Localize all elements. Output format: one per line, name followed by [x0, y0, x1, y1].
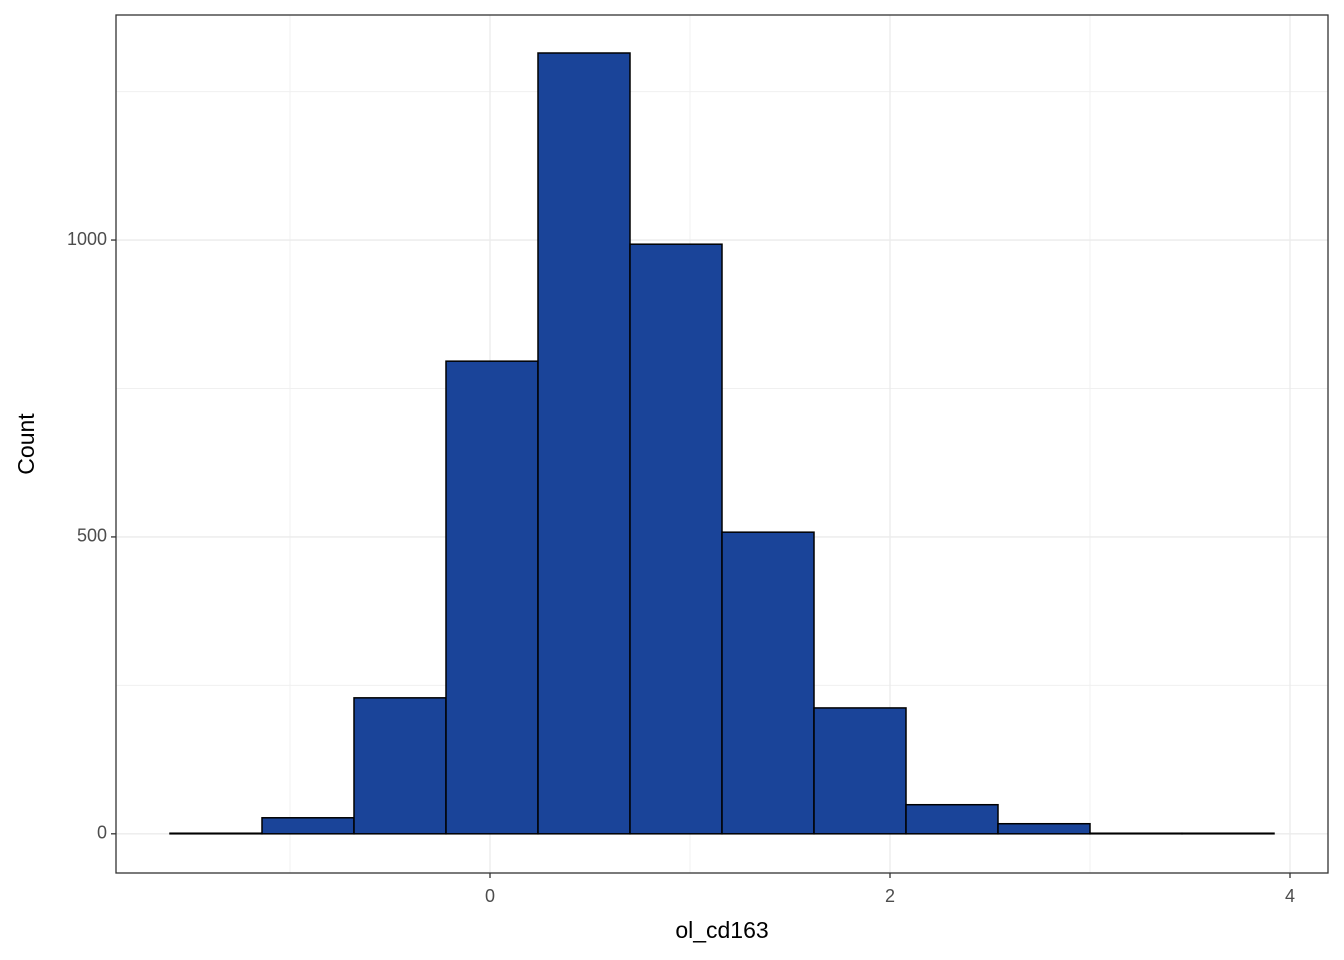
bar	[537, 52, 631, 835]
bar	[261, 817, 355, 835]
y-tick-label: 0	[97, 823, 107, 843]
x-tick-label: 2	[885, 886, 895, 906]
x-tick-label: 0	[485, 886, 495, 906]
bar	[1089, 832, 1183, 835]
bar	[353, 697, 447, 835]
y-tick-label: 1000	[67, 229, 107, 249]
y-tick-label: 500	[77, 526, 107, 546]
bars	[169, 52, 1275, 835]
bar	[629, 243, 723, 835]
bar	[445, 360, 539, 835]
bar	[1181, 832, 1275, 835]
bar	[721, 531, 815, 835]
bar	[169, 832, 263, 835]
bar	[905, 803, 999, 835]
panel-border	[115, 14, 1329, 874]
bar	[813, 707, 907, 835]
bar	[997, 822, 1091, 835]
y-axis-title: Count	[13, 413, 39, 475]
x-axis-title: ol_cd163	[675, 917, 768, 943]
x-tick-label: 4	[1285, 886, 1295, 906]
